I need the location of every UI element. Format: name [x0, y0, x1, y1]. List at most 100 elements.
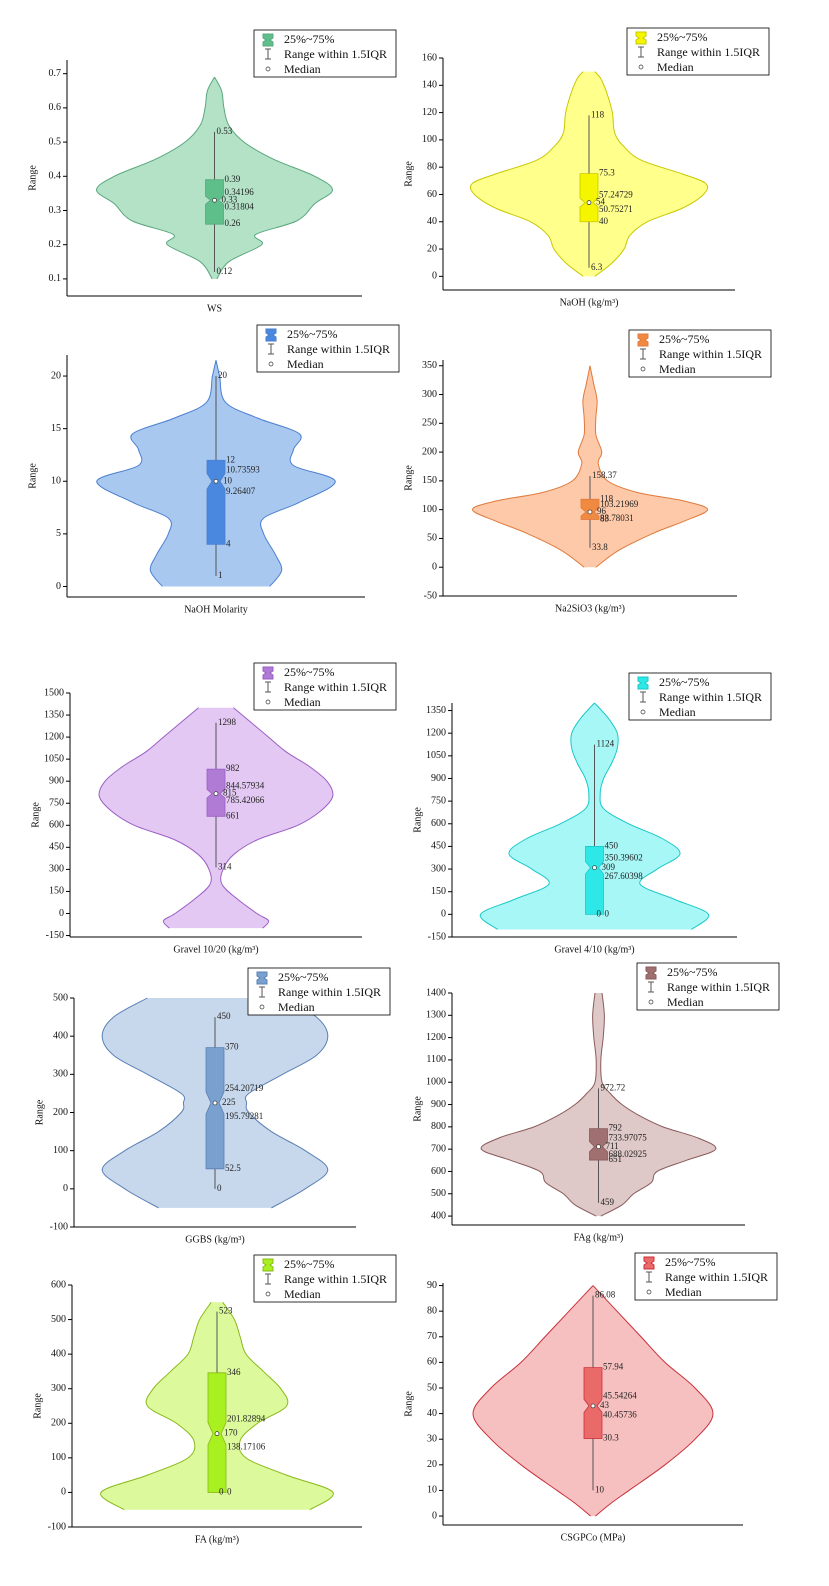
value-label: 9.26407 — [226, 486, 256, 496]
violin-panel: 0.1 0.2 0.3 0.4 0.5 0.6 0.7 WS Range 0.12 0.53 0.26… — [27, 29, 397, 314]
legend-box — [253, 662, 397, 711]
legend-label: Median — [659, 362, 696, 376]
legend-label: Range within 1.5IQR — [667, 980, 770, 994]
median-marker — [213, 478, 219, 484]
value-label: 20 — [218, 370, 228, 380]
y-tick-label: 200 — [53, 1107, 68, 1118]
legend-label: Range within 1.5IQR — [278, 985, 381, 999]
legend-icon-median — [265, 699, 271, 705]
legend-label: Median — [284, 695, 321, 709]
legend-icon-whisker — [268, 343, 274, 355]
legend-icon-box — [637, 676, 649, 690]
value-label: 0.31804 — [225, 201, 255, 211]
y-axis-label: Range — [34, 1099, 45, 1125]
violin-fill — [472, 365, 708, 568]
y-tick-label: 300 — [53, 1069, 68, 1080]
legend-label: 25%~75% — [659, 675, 709, 689]
y-tick-label: -50 — [424, 590, 437, 601]
value-label: 52.5 — [225, 1163, 241, 1173]
y-axis-label: Range — [403, 1391, 414, 1417]
y-tick-label: 90 — [427, 1280, 437, 1291]
legend-label: 25%~75% — [284, 32, 334, 46]
legend-icon-box — [262, 666, 274, 680]
median-marker — [587, 509, 593, 515]
legend-label: Range within 1.5IQR — [659, 690, 762, 704]
y-tick-label: 400 — [51, 1348, 66, 1359]
y-tick-label: 0 — [432, 562, 437, 573]
legend-box — [253, 29, 397, 78]
violin-outline — [98, 707, 212, 929]
y-tick-label: 300 — [431, 863, 446, 874]
y-tick-label: 600 — [51, 1279, 66, 1290]
y-tick-label: 80 — [427, 161, 437, 172]
y-axis-label: Range — [412, 807, 423, 833]
legend-icon-whisker — [646, 1271, 652, 1283]
y-tick-label: 700 — [431, 1143, 446, 1154]
value-label: 0.34196 — [225, 187, 255, 197]
violin-panel: 0 10 20 30 40 50 60 70 80 90 CSGPCo (MPa) Range 10 86… — [403, 1252, 778, 1543]
violin-outline — [594, 702, 710, 930]
legend-icon-median — [638, 64, 644, 70]
legend-box — [626, 27, 770, 76]
legend-icon-whisker — [265, 48, 271, 60]
median-marker — [586, 200, 592, 206]
value-label: 267.60398 — [605, 871, 644, 881]
y-tick-label: 0 — [432, 1510, 437, 1521]
y-tick-label: 0 — [56, 581, 61, 592]
legend-icon-whisker — [638, 46, 644, 58]
violin-outline — [220, 707, 334, 929]
value-label: 12 — [226, 454, 235, 464]
y-tick-label: 1000 — [426, 1077, 446, 1088]
x-axis-label: Gravel 4/10 (kg/m³) — [554, 944, 634, 955]
notched-box — [583, 1367, 603, 1439]
value-label: 30.3 — [603, 1433, 619, 1443]
legend-icon-box — [645, 966, 657, 980]
violin-outline — [215, 360, 336, 587]
legend-icon-box — [637, 333, 649, 347]
y-tick-label: 0 — [441, 909, 446, 920]
value-label: 711 — [606, 1141, 619, 1151]
value-label: 0 — [219, 1486, 224, 1496]
legend-icon-median — [259, 1004, 265, 1010]
y-tick-label: 100 — [422, 504, 437, 515]
y-tick-label: 150 — [49, 886, 64, 897]
value-label: 170 — [224, 1428, 238, 1438]
legend-icon-whisker — [259, 986, 265, 998]
violin-panel: -100 0 100 200 300 400 500 600 FA (kg/m³) Range 0 5… — [32, 1254, 397, 1545]
value-label: 54 — [596, 197, 606, 207]
y-tick-label: 100 — [422, 134, 437, 145]
y-tick-label: 350 — [422, 360, 437, 371]
y-tick-label: 1100 — [426, 1054, 446, 1065]
y-tick-label: 50 — [427, 1382, 437, 1393]
value-label: 350.39602 — [605, 853, 643, 863]
y-tick-label: 300 — [49, 864, 64, 875]
legend-icon-median — [265, 1291, 271, 1297]
legend-icon-median — [265, 66, 271, 72]
y-tick-label: 600 — [431, 818, 446, 829]
y-tick-label: 1300 — [426, 1010, 446, 1021]
y-tick-label: 0 — [432, 271, 437, 282]
legend-label: Median — [657, 60, 694, 74]
value-label: 10 — [595, 1484, 605, 1494]
y-tick-label: 15 — [51, 423, 61, 434]
value-label: 0.53 — [217, 126, 233, 136]
y-tick-label: 0.2 — [49, 239, 62, 250]
legend-icon-box — [643, 1256, 655, 1270]
y-tick-label: 0.5 — [49, 136, 62, 147]
legend-label: 25%~75% — [657, 30, 707, 44]
y-tick-label: 5 — [56, 528, 61, 539]
violin-outline — [479, 702, 595, 930]
value-label: 195.79281 — [225, 1111, 263, 1121]
value-label: 0.39 — [225, 174, 241, 184]
legend-label: Range within 1.5IQR — [665, 1270, 768, 1284]
y-tick-label: 1200 — [426, 1032, 446, 1043]
y-tick-label: 150 — [431, 886, 446, 897]
legend-box — [634, 1252, 778, 1301]
value-label: 103.21969 — [600, 499, 639, 509]
y-tick-label: 40 — [427, 216, 437, 227]
y-tick-label: 400 — [53, 1030, 68, 1041]
notched-box — [579, 173, 599, 223]
legend-icon-median — [640, 709, 646, 715]
